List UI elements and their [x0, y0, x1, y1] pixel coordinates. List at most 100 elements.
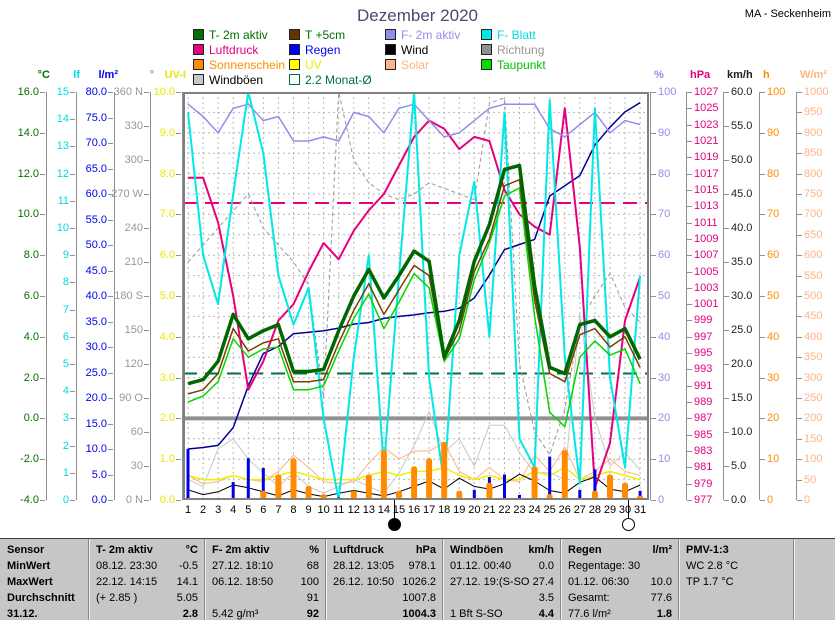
axis-tick: [70, 282, 75, 284]
axis-tick-label: 6.0: [23, 290, 39, 302]
axis-tick: [687, 92, 692, 93]
day-label: 20: [468, 504, 481, 516]
axis-tick: [70, 146, 75, 148]
axis-tick-label: 979: [694, 477, 713, 490]
day-label: 28: [588, 504, 601, 516]
axis-tick: [797, 357, 802, 359]
axis-tick: [40, 418, 45, 420]
axis-line: [650, 92, 651, 500]
axis-tick: [108, 117, 113, 119]
axis-line: [76, 92, 77, 500]
day-label: 15: [392, 504, 406, 516]
axis-tick-label: 75.0: [85, 111, 107, 124]
axis-tick-label: 80: [767, 167, 780, 180]
stats-cell-value: 0.0: [538, 560, 554, 572]
axis-tick: [797, 296, 802, 297]
axis-tick-label: 100: [658, 86, 677, 98]
axis-tick: [687, 451, 692, 453]
axis-tick-label: 45.0: [731, 188, 753, 200]
axis-tick: [760, 296, 765, 297]
axis-tick: [797, 92, 802, 93]
stats-cell-text: 28.12. 13:05: [333, 560, 395, 572]
day-label: 19: [453, 504, 466, 516]
axis-tick-label: 40.0: [731, 222, 753, 234]
axis-tick: [144, 126, 149, 127]
axis-tick-label: 989: [694, 396, 713, 409]
axis-tick: [144, 432, 149, 433]
axis-tick-label: 40: [767, 330, 780, 343]
axis-tick-label: 10.0: [731, 426, 753, 438]
stats-row: 3.5: [443, 590, 561, 606]
axis-tick-label: 600: [804, 249, 823, 262]
axis-tick-label: 1025: [694, 102, 719, 115]
axis-tick: [70, 309, 75, 311]
axis-tick-label: 12: [56, 167, 69, 180]
axis-tick-label: 30.0: [731, 290, 753, 302]
day-label: 7: [275, 504, 282, 516]
axis-unit-label: lf: [73, 69, 80, 81]
axis-tick-label: 400: [804, 330, 823, 343]
axis-line: [723, 92, 724, 500]
axis-tick: [724, 92, 729, 93]
stats-row-label: 31.12.: [0, 606, 88, 620]
axis-tick: [108, 423, 113, 425]
axis-tick: [70, 418, 75, 420]
axis-tick-label: 1007: [694, 249, 719, 262]
axis-tick-label: 25.0: [731, 324, 753, 336]
legend-swatch: [481, 44, 492, 55]
axis-tick: [687, 108, 692, 110]
axis-tick: [651, 173, 656, 175]
stats-cell-value: 1.8: [656, 608, 672, 620]
axis-tick: [40, 500, 45, 501]
axis-tick: [687, 483, 692, 485]
stats-label: 31.12.: [7, 608, 38, 620]
axis-tick-label: 700: [804, 208, 823, 221]
stats-cell-value: 1026.2: [402, 576, 436, 588]
axis-tick-label: 800: [804, 167, 823, 180]
axis-tick-label: 0.0: [23, 412, 39, 425]
axis-tick-label: 35.0: [731, 256, 753, 268]
axis-tick: [760, 459, 765, 461]
axis-tick-label: 100: [804, 453, 823, 466]
stats-row: 77.6 l/m² 1.8: [561, 606, 679, 620]
axis-tick-label: 80.0: [85, 86, 107, 98]
legend-label: T +5cm: [305, 28, 346, 42]
axis-tick-label: 10.0: [85, 443, 107, 455]
legend-swatch: [193, 29, 204, 40]
stats-column-unit: km/h: [528, 544, 554, 556]
legend-label: Wind: [401, 43, 429, 57]
axis-tick: [797, 500, 802, 501]
stats-cell-value: 14.1: [176, 576, 198, 588]
axis-tick: [108, 194, 113, 195]
axis-tick: [108, 372, 113, 374]
axis-tick-label: 65.0: [85, 162, 107, 175]
legend-swatch: [385, 59, 396, 70]
axis-tick-label: 270 W: [111, 188, 143, 200]
axis-tick-label: 8: [62, 276, 69, 289]
axis-tick: [724, 500, 729, 501]
stats-row: 01.12. 00:40 0.0: [443, 558, 561, 574]
day-label: 29: [603, 504, 617, 516]
axis-tick: [108, 321, 113, 323]
axis-tick-label: 360 N: [113, 86, 143, 98]
axis-tick: [797, 194, 802, 195]
stats-label: Durchschnitt: [7, 592, 75, 604]
axis-tick-label: 150: [804, 432, 823, 445]
axis-tick-label: 7.0: [159, 208, 175, 221]
axis-tick: [760, 214, 765, 216]
moon-marker-line: [628, 500, 630, 518]
axis-tick-label: 180 S: [114, 290, 143, 302]
axis-tick-label: 9.0: [159, 126, 175, 139]
axis-tick: [70, 255, 75, 257]
axis-tick: [687, 189, 692, 191]
legend-swatch: [481, 29, 492, 40]
stats-column: Luftdruck hPa 28.12. 13:05 978.1 26.12. 10:5…: [325, 539, 443, 620]
stats-header-row: T- 2m aktiv °C: [89, 542, 205, 558]
day-label: 18: [438, 504, 451, 516]
axis-tick: [797, 173, 802, 175]
axis-tick-label: 35.0: [85, 315, 107, 328]
axis-tick-label: 55.0: [731, 120, 753, 132]
legend-label: F- Blatt: [497, 28, 536, 42]
axis-tick: [108, 219, 113, 221]
axis-tick: [70, 472, 75, 474]
